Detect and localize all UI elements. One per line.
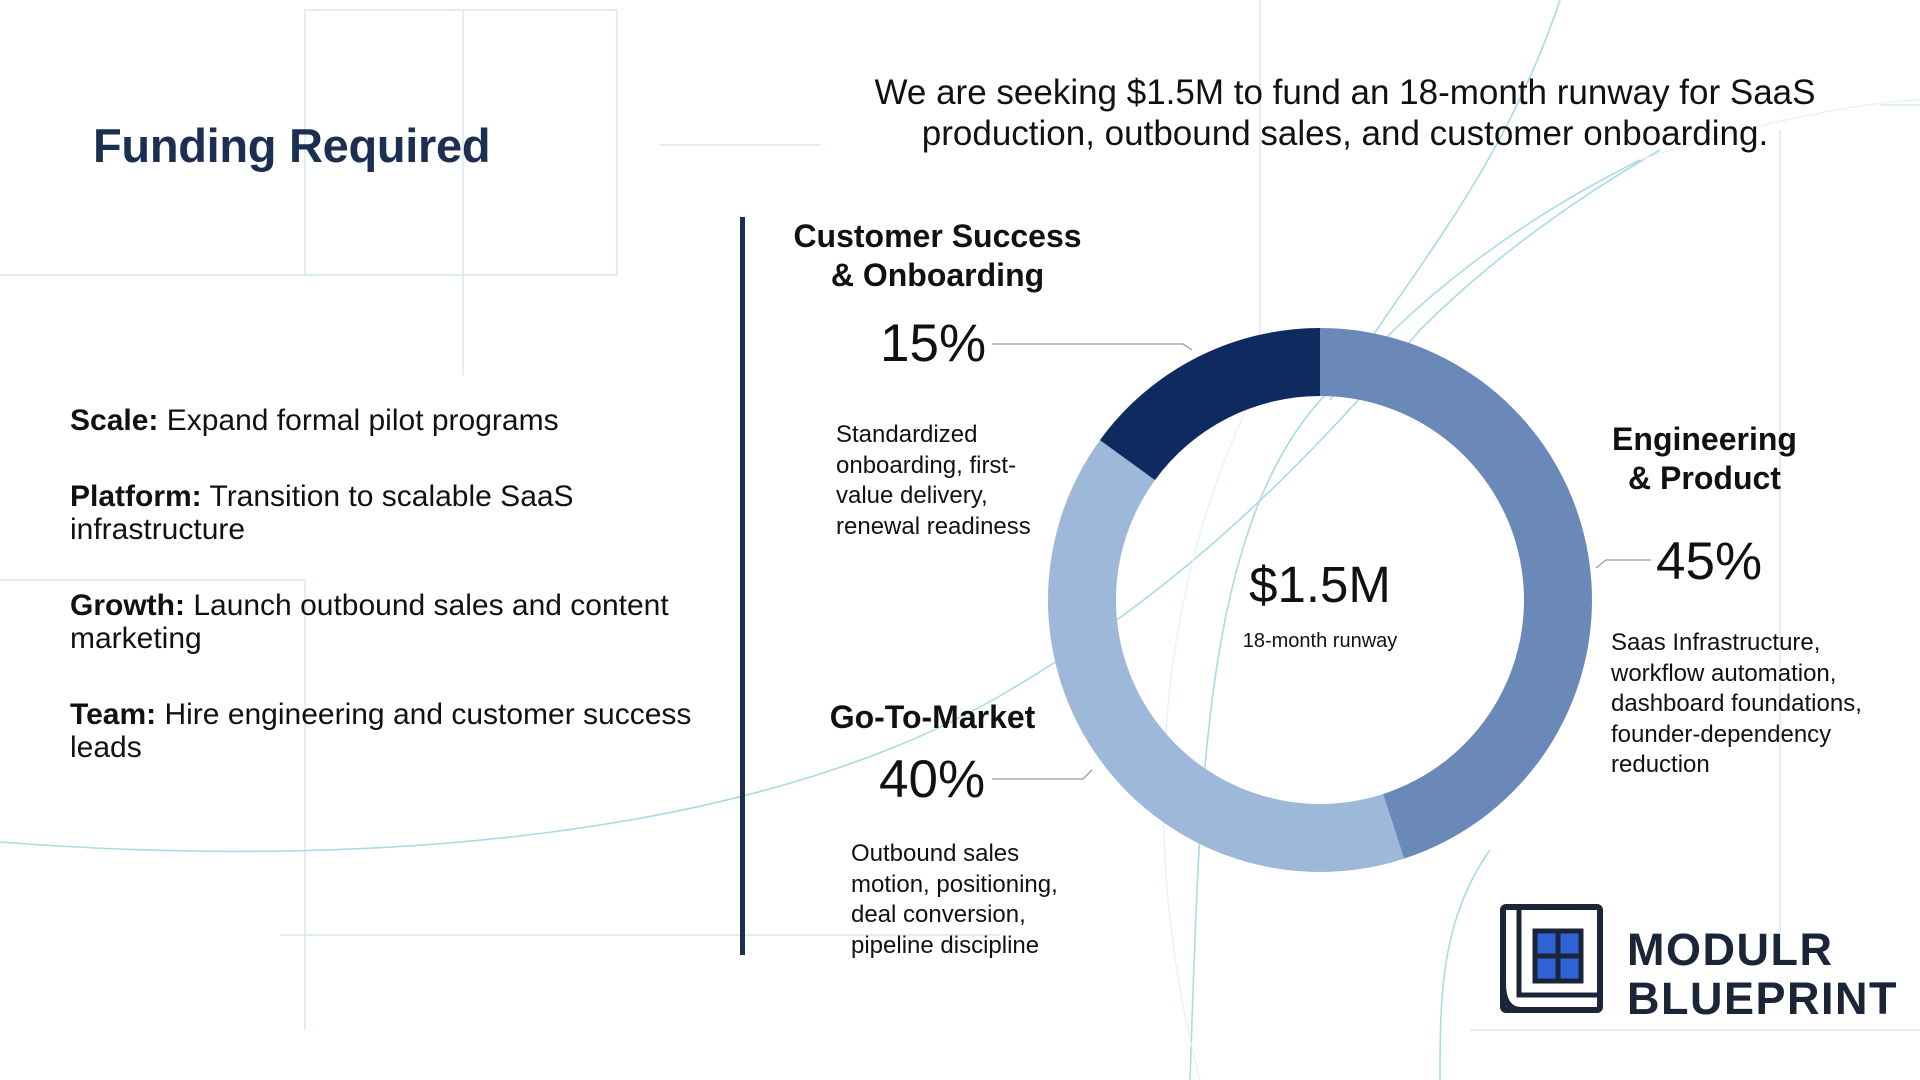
slice-percent-engineering: 45%: [1656, 532, 1763, 591]
bullet-text: Expand formal pilot programs: [158, 404, 559, 437]
donut-slice-go-to-market: [1048, 440, 1405, 872]
bullet-label: Scale:: [70, 404, 159, 437]
slice-label-go-to-market: Go-To-Market: [800, 698, 1065, 737]
bullet-label: Team:: [70, 698, 157, 731]
bullet-label: Platform:: [70, 480, 202, 513]
bullet-text: Hire engineering and customer success le…: [70, 698, 692, 764]
bullet-item-platform: Platform: Transition to scalable SaaS in…: [70, 480, 710, 546]
slice-label-line: & Onboarding: [830, 257, 1045, 293]
slide-headline: We are seeking $1.5M to fund an 18-month…: [874, 73, 1816, 153]
bullet-label: Growth:: [70, 589, 185, 622]
slice-description-engineering: Saas Infrastructure, workflow automation…: [1611, 629, 1862, 778]
bullet-item-team: Team: Hire engineering and customer succ…: [70, 698, 710, 764]
logo-line-1: MODULR: [1627, 924, 1834, 975]
donut-slice-customer-success-onboarding: [1099, 328, 1320, 481]
bullet-item-growth: Growth: Launch outbound sales and conten…: [70, 589, 710, 655]
slice-label-engineering: Engineering & Product: [1592, 420, 1817, 498]
logo-line-2: BLUEPRINT: [1627, 973, 1898, 1024]
blueprint-grid-icon: [1500, 904, 1603, 1013]
slice-label-line: & Product: [1628, 460, 1781, 496]
slide-title: Funding Required: [93, 119, 491, 172]
donut-center-value: $1.5M: [1249, 556, 1391, 613]
slice-label-line: Customer Success: [793, 218, 1082, 254]
section-divider: [740, 217, 745, 955]
slice-description-customer-success: Standardized onboarding, first-value del…: [836, 421, 1031, 540]
bullet-text: Launch outbound sales and content market…: [70, 589, 669, 655]
bullet-list: Scale: Expand formal pilot programs Plat…: [70, 404, 710, 764]
slice-percent-go-to-market: 40%: [879, 750, 986, 809]
slice-label-line: Go-To-Market: [829, 699, 1036, 735]
donut-center-label: 18-month runway: [1242, 630, 1398, 652]
slice-label-customer-success: Customer Success & Onboarding: [770, 217, 1105, 295]
slice-percent-customer-success: 15%: [880, 314, 987, 373]
slice-label-line: Engineering: [1612, 421, 1797, 457]
bullet-item-scale: Scale: Expand formal pilot programs: [70, 404, 710, 437]
donut-slice-engineering-product: [1320, 328, 1592, 859]
funding-donut-chart: [1048, 328, 1592, 872]
slice-description-go-to-market: Outbound sales motion, positioning, deal…: [851, 840, 1058, 959]
logo-wordmark: MODULR BLUEPRINT: [1627, 925, 1898, 1023]
bullet-text: Transition to scalable SaaS infrastructu…: [70, 480, 574, 546]
